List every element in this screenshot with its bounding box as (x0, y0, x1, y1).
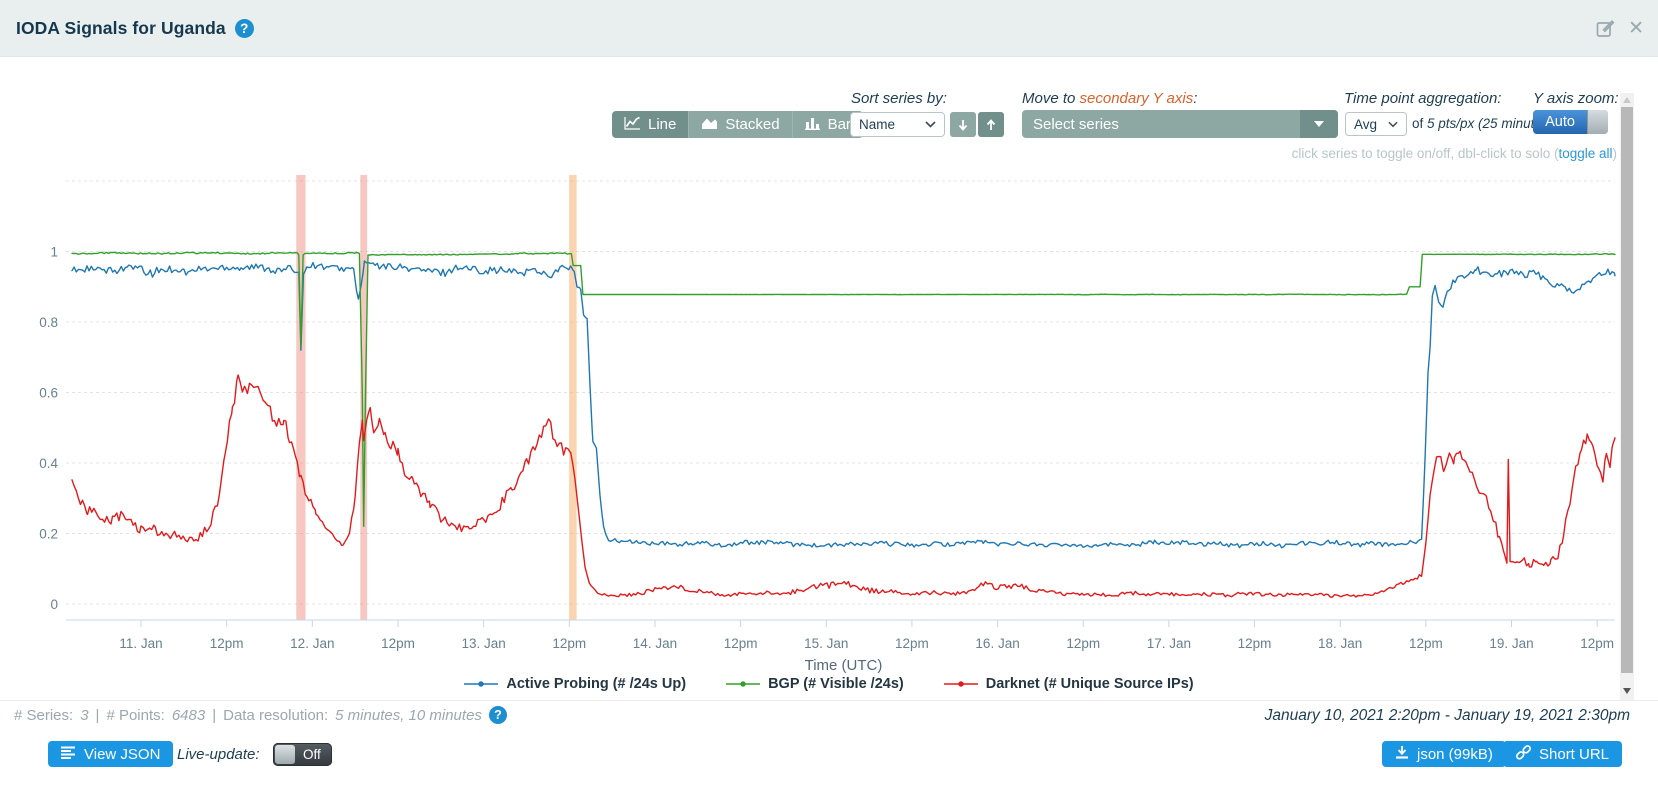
svg-text:0: 0 (50, 597, 58, 612)
edit-icon[interactable] (1596, 19, 1615, 38)
toggle-knob (275, 745, 295, 764)
svg-text:17. Jan: 17. Jan (1147, 636, 1191, 651)
title-help-icon[interactable]: ? (234, 19, 254, 38)
legend-marker-icon (726, 681, 761, 687)
y-axis-zoom-label: Y axis zoom: (1533, 90, 1619, 107)
svg-text:12pm: 12pm (1580, 636, 1614, 651)
svg-text:12pm: 12pm (552, 636, 586, 651)
secondary-axis-label: Move to secondary Y axis: (1022, 90, 1198, 107)
legend-item[interactable]: Active Probing (# /24s Up) (464, 676, 686, 692)
svg-text:12pm: 12pm (724, 636, 758, 651)
chart-type-switcher: Line Stacked Bar (612, 111, 863, 138)
aggregation-detail: of 5 pts/px (25 minutes) (1412, 116, 1554, 131)
arrow-up-icon (986, 118, 996, 130)
svg-text:12pm: 12pm (210, 636, 244, 651)
chevron-down-icon (925, 121, 936, 128)
legend-label: Active Probing (# /24s Up) (506, 676, 687, 692)
y-axis-zoom-toggle[interactable]: Auto (1533, 110, 1608, 134)
scroll-up-arrow-icon[interactable] (1620, 93, 1634, 107)
stacked-chart-icon (701, 116, 718, 134)
sort-series-label: Sort series by: (851, 90, 947, 107)
legend-label: BGP (# Visible /24s) (768, 676, 904, 692)
list-lines-icon (61, 746, 76, 763)
svg-text:12pm: 12pm (381, 636, 415, 651)
download-icon (1395, 745, 1409, 763)
legend-marker-icon (464, 681, 499, 687)
points-count: 6483 (171, 706, 206, 724)
scrollbar-thumb[interactable] (1621, 107, 1633, 673)
toggle-knob (1587, 110, 1608, 134)
svg-text:12pm: 12pm (895, 636, 929, 651)
svg-text:11. Jan: 11. Jan (119, 636, 162, 651)
link-icon (1515, 744, 1531, 764)
svg-text:16. Jan: 16. Jan (975, 636, 1019, 651)
svg-text:12. Jan: 12. Jan (290, 636, 334, 651)
arrow-down-icon (958, 119, 968, 131)
select-series-dropdown[interactable]: Select series (1022, 110, 1338, 138)
aggregation-label: Time point aggregation: (1344, 90, 1502, 107)
svg-text:0.6: 0.6 (39, 386, 58, 401)
chevron-down-icon (1388, 121, 1398, 127)
sort-descending-button[interactable] (950, 112, 976, 137)
legend-marker-icon (943, 681, 978, 687)
page-title: IODA Signals for Uganda (16, 18, 226, 38)
svg-text:12pm: 12pm (1238, 636, 1272, 651)
series-count: 3 (80, 706, 89, 724)
panel-header: IODA Signals for Uganda ? ✕ (0, 0, 1658, 57)
svg-text:18. Jan: 18. Jan (1318, 636, 1362, 651)
svg-text:1: 1 (50, 245, 58, 260)
live-update-toggle[interactable]: Off (273, 743, 332, 766)
svg-text:19. Jan: 19. Jan (1489, 636, 1533, 651)
sort-select[interactable]: Name (850, 112, 945, 137)
footer-divider (0, 700, 1658, 701)
chart-type-stacked-button[interactable]: Stacked (688, 111, 792, 138)
svg-text:0.8: 0.8 (39, 315, 58, 330)
legend-label: Darknet (# Unique Source IPs) (985, 676, 1194, 692)
view-json-button[interactable]: View JSON (48, 741, 174, 767)
series-toggle-hint: click series to toggle on/off, dbl-click… (1291, 146, 1617, 161)
svg-text:15. Jan: 15. Jan (804, 636, 848, 651)
download-json-button[interactable]: json (99kB) (1382, 741, 1506, 767)
svg-text:12pm: 12pm (1409, 636, 1443, 651)
short-url-button[interactable]: Short URL (1503, 741, 1623, 767)
chart-legend: Active Probing (# /24s Up) BGP (# Visible… (0, 676, 1658, 692)
aggregation-select[interactable]: Avg (1345, 112, 1407, 136)
signals-chart[interactable]: 11. Jan 12pm 12. Jan 12pm 13. Jan 12pm 14. Jan… (0, 168, 1658, 688)
chart-stats: # Series: 3 | # Points: 6483 | Data resolu… (14, 706, 507, 724)
vertical-scrollbar[interactable] (1620, 93, 1634, 700)
sort-ascending-button[interactable] (978, 112, 1004, 137)
legend-item[interactable]: Darknet (# Unique Source IPs) (943, 676, 1194, 692)
scroll-down-arrow-icon[interactable] (1620, 684, 1634, 698)
live-update-label: Live-update: (177, 746, 260, 763)
close-icon[interactable]: ✕ (1628, 18, 1644, 39)
line-chart-icon (624, 116, 641, 134)
svg-text:0.2: 0.2 (39, 527, 58, 542)
svg-text:Time (UTC): Time (UTC) (805, 657, 883, 674)
date-range: January 10, 2021 2:20pm - January 19, 20… (1264, 707, 1630, 724)
svg-text:13. Jan: 13. Jan (461, 636, 505, 651)
toggle-all-link[interactable]: toggle all (1558, 146, 1613, 161)
resolution-help-icon[interactable]: ? (488, 706, 507, 724)
svg-text:14. Jan: 14. Jan (633, 636, 677, 651)
chart-type-line-button[interactable]: Line (612, 111, 689, 138)
legend-item[interactable]: BGP (# Visible /24s) (726, 676, 904, 692)
svg-text:12pm: 12pm (1066, 636, 1100, 651)
data-resolution: 5 minutes, 10 minutes (335, 706, 482, 724)
bar-chart-icon (804, 116, 821, 134)
svg-text:0.4: 0.4 (39, 456, 58, 471)
dropdown-caret (1300, 110, 1338, 138)
